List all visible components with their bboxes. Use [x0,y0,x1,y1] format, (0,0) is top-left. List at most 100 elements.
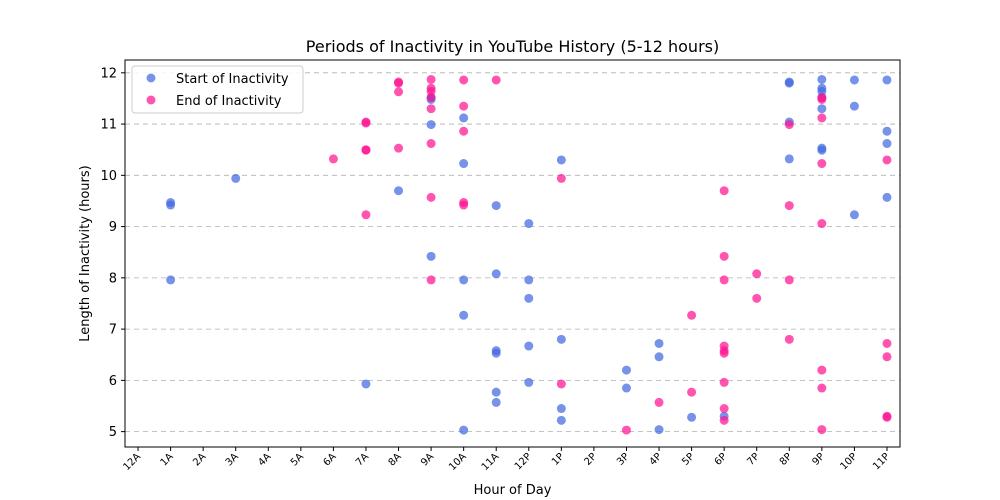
legend-label-end: End of Inactivity [176,94,282,109]
data-point [524,219,534,229]
grid-lines [125,72,900,433]
data-point [654,338,664,348]
data-point [784,78,794,88]
y-tick-label: 8 [109,271,117,286]
x-tick-label: 2P [582,451,599,468]
data-point [556,155,566,165]
x-tick-label: 8A [387,451,404,468]
data-point [817,425,827,435]
x-axis-label: Hour of Day [474,483,552,498]
data-point [817,159,827,169]
data-point [166,200,176,210]
x-tick-label: 10A [447,451,469,473]
data-point [719,275,729,285]
data-point [361,118,371,128]
data-point [556,173,566,183]
data-point [524,275,534,285]
data-points [166,74,892,435]
data-point [784,334,794,344]
data-point [459,126,469,136]
y-tick-label: 6 [109,374,117,389]
data-point [459,425,469,435]
data-point [719,186,729,196]
data-point [459,75,469,85]
data-point [459,200,469,210]
data-point [394,87,404,97]
legend-marker-end [146,95,156,105]
data-point [459,101,469,111]
data-point [817,383,827,393]
y-tick-label: 10 [100,169,117,184]
data-point [426,92,436,102]
data-point [361,379,371,389]
data-point [784,120,794,130]
data-point [882,192,892,202]
x-tick-label: 12A [122,451,144,473]
data-point [849,75,859,85]
x-tick-label: 9A [419,451,436,468]
data-point [491,387,501,397]
data-point [849,210,859,220]
legend-label-start: Start of Inactivity [176,72,289,87]
data-point [882,352,892,362]
x-tick-label: 7A [354,451,371,468]
chart-title: Periods of Inactivity in YouTube History… [306,37,719,56]
data-point [524,341,534,351]
data-point [654,425,664,435]
data-point [491,397,501,407]
data-point [426,86,436,96]
data-point [426,120,436,130]
data-point [231,173,241,183]
data-point [459,310,469,320]
data-point [752,269,762,279]
data-point [654,397,664,407]
data-point [621,365,631,375]
data-point [426,192,436,202]
data-point [687,310,697,320]
data-point [491,75,501,85]
data-point [817,365,827,375]
data-point [719,415,729,425]
data-point [328,154,338,164]
data-point [459,159,469,169]
data-point [719,348,729,358]
data-point [621,425,631,435]
x-tick-label: 6P [713,451,730,468]
data-point [719,251,729,261]
y-tick-label: 9 [109,220,117,235]
data-point [491,201,501,211]
x-tick-label: 2A [191,451,208,468]
data-point [426,275,436,285]
data-point [784,275,794,285]
data-point [817,145,827,155]
x-tick-label: 7P [745,451,762,468]
x-tick-label: 3A [224,451,241,468]
data-point [882,75,892,85]
x-tick-label: 4P [648,451,665,468]
data-point [556,404,566,414]
data-point [556,379,566,389]
x-tick-label: 5P [680,451,697,468]
y-axis-label: Length of Inactivity (hours) [78,165,93,341]
data-point [882,155,892,165]
data-point [687,412,697,422]
legend: Start of Inactivity End of Inactivity [131,65,304,114]
data-point [719,404,729,414]
data-point [394,186,404,196]
data-point [361,145,371,155]
x-tick-label: 4A [256,451,273,468]
data-point [849,101,859,111]
series-start [166,74,892,435]
data-point [817,104,827,114]
x-tick-label: 8P [778,451,795,468]
data-point [882,139,892,149]
data-point [394,143,404,153]
data-point [459,275,469,285]
y-tick-label: 7 [109,323,117,338]
data-point [426,251,436,261]
y-tick-label: 11 [100,118,117,133]
y-tick-label: 5 [109,425,117,440]
data-point [882,126,892,136]
